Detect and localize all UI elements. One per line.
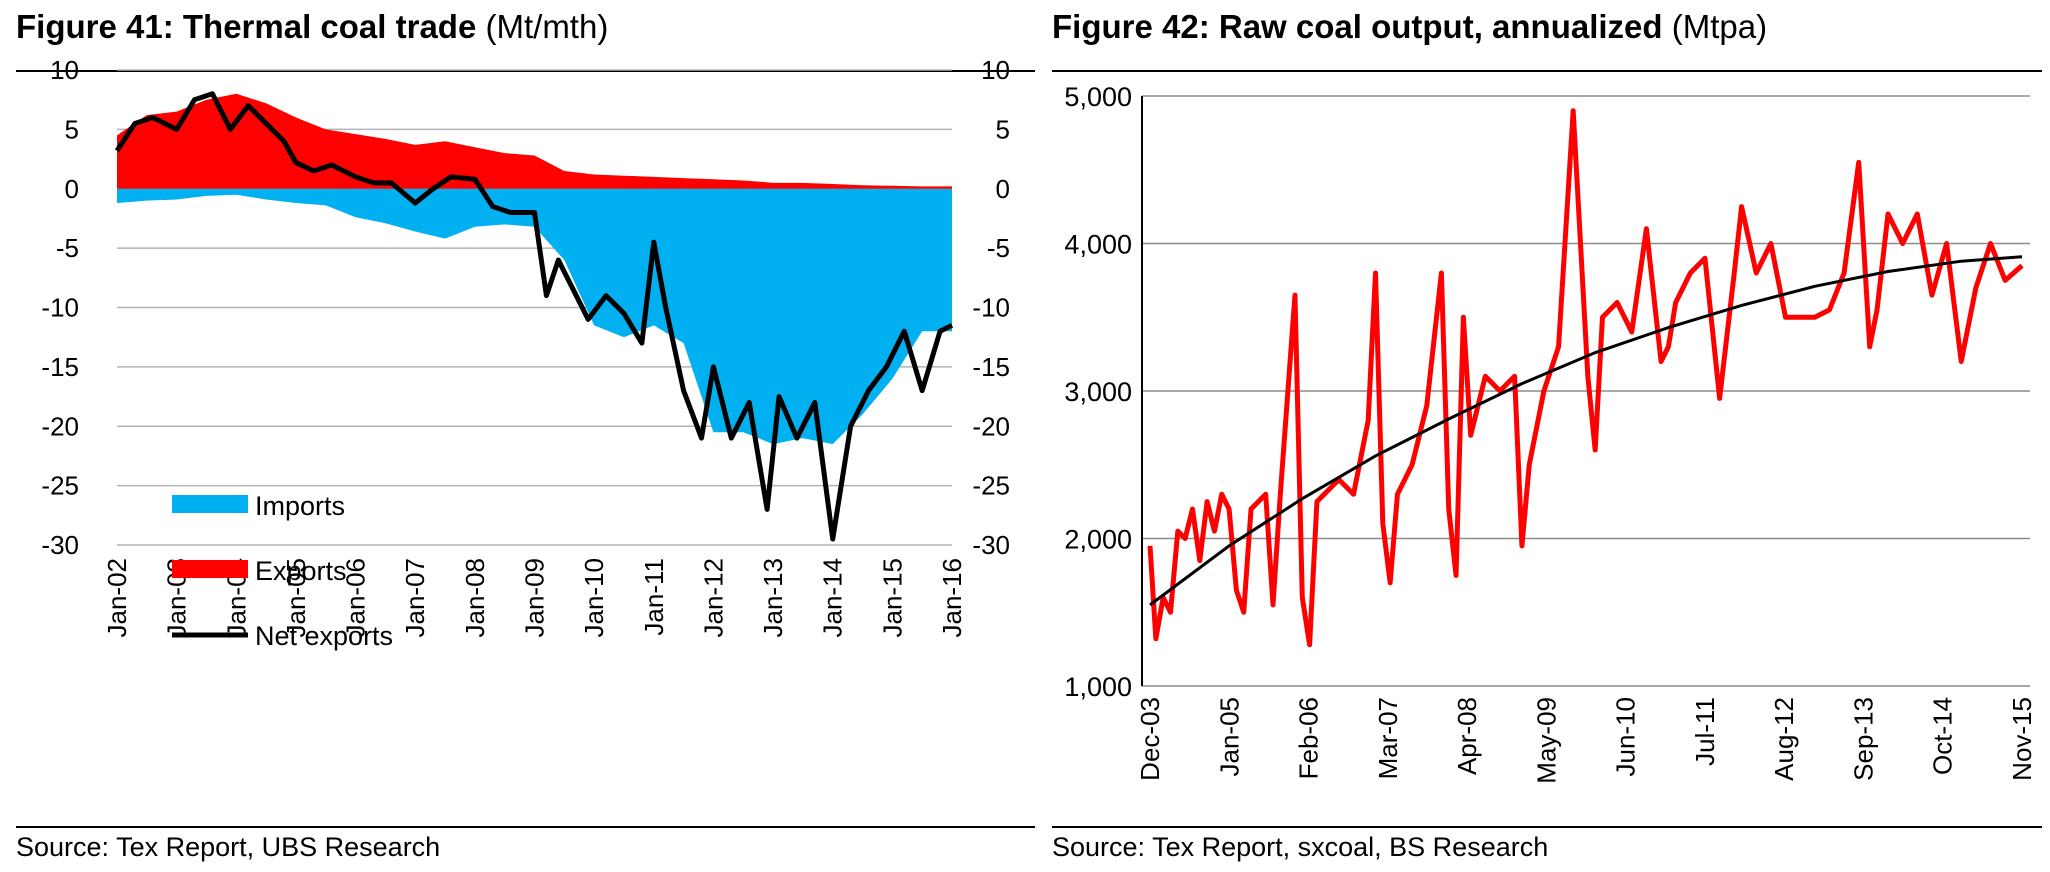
exports-area xyxy=(117,93,952,189)
figure-41-chart: 10 10 5 5 0 0 -5 -5 -10 -10 -15 -15 -20 -20 -25 -25 -30 -… xyxy=(41,55,1010,651)
figure-42-title-rule xyxy=(1052,70,2042,72)
y-tick-label-left: -20 xyxy=(41,411,79,441)
figure-42-bottom-rule xyxy=(1052,826,2042,828)
x-tick-label: Jan-02 xyxy=(102,558,132,638)
y-tick-label-right: -5 xyxy=(987,233,1010,263)
x-tick-label: Dec-03 xyxy=(1135,697,1165,781)
x-tick-label: Jan-06 xyxy=(341,558,371,638)
y-tick-label-left: 5 xyxy=(65,114,79,144)
x-tick-label: Jan-13 xyxy=(758,558,788,638)
y-tick-label: 2,000 xyxy=(1064,525,1132,555)
x-tick-label: Jan-10 xyxy=(579,558,609,638)
figure-42-label: Figure 42: xyxy=(1052,8,1210,45)
y-tick-label-right: -25 xyxy=(972,471,1010,501)
figure-42-title: Figure 42: Raw coal output, annualized (… xyxy=(1052,8,1767,46)
x-tick-label: Jan-09 xyxy=(520,558,550,638)
y-tick-label-left: -10 xyxy=(41,293,79,323)
x-tick-label: Sep-13 xyxy=(1848,697,1878,781)
y-tick-label: 3,000 xyxy=(1064,377,1132,407)
figure-41-source: Source: Tex Report, UBS Research xyxy=(16,832,441,862)
y-tick-label-left: -30 xyxy=(41,530,79,560)
y-tick-label-right: -20 xyxy=(972,411,1010,441)
x-tick-label: Apr-08 xyxy=(1452,697,1482,775)
x-tick-label: Jan-11 xyxy=(639,558,669,636)
raw-coal-output-line xyxy=(1147,108,2024,648)
y-tick-label-right: -30 xyxy=(972,530,1010,560)
y-tick-label: 4,000 xyxy=(1064,230,1132,260)
x-tick-label: Jul-11 xyxy=(1690,697,1720,766)
x-tick-label: Nov-15 xyxy=(2007,697,2037,781)
y-tick-label-right: -10 xyxy=(972,293,1010,323)
y-tick-label-right: 5 xyxy=(996,114,1010,144)
x-tick-label: Oct-14 xyxy=(1928,697,1958,775)
y-tick-label-right: 10 xyxy=(981,55,1010,85)
x-tick-label: Jan-07 xyxy=(400,558,430,638)
x-tick-label: Jan-14 xyxy=(818,558,848,638)
figure-41-title-rule xyxy=(16,70,1035,72)
x-tick-label: Jan-16 xyxy=(937,558,967,638)
legend-label: Exports xyxy=(255,556,347,586)
y-tick-label-left: 10 xyxy=(50,55,79,85)
figure-42-unit: (Mtpa) xyxy=(1671,8,1768,45)
figure-42-panel: Figure 42: Raw coal output, annualized (… xyxy=(1052,0,2050,872)
x-tick-label: Aug-12 xyxy=(1769,697,1799,781)
x-tick-label: Jan-12 xyxy=(698,558,728,638)
x-tick-label: Jun-10 xyxy=(1611,697,1641,777)
y-tick-label-left: -15 xyxy=(41,352,79,382)
legend-label: Net exports xyxy=(255,621,393,651)
figure-41-unit: (Mt/mth) xyxy=(485,8,609,45)
y-tick-label: 5,000 xyxy=(1064,82,1132,112)
y-tick-label-right: 0 xyxy=(996,174,1010,204)
y-tick-label-left: 0 xyxy=(65,174,79,204)
net-exports-line xyxy=(114,91,954,542)
y-tick-label-left: -5 xyxy=(56,233,79,263)
x-tick-label: Feb-06 xyxy=(1294,697,1324,779)
trend-line xyxy=(1149,255,2023,607)
figure-41-panel: Figure 41: Thermal coal trade (Mt/mth) 1… xyxy=(16,8,1035,862)
figure-41-title-text: Thermal coal trade xyxy=(182,8,477,45)
figure-41-title: Figure 41: Thermal coal trade (Mt/mth) xyxy=(16,8,608,46)
imports-area xyxy=(117,188,952,445)
x-tick-label: Jan-08 xyxy=(460,558,490,638)
y-tick-label-left: -25 xyxy=(41,471,79,501)
figure-42-source: Source: Tex Report, sxcoal, BS Research xyxy=(1052,832,1549,862)
x-tick-label: Jan-15 xyxy=(877,558,907,638)
figure-42-title-text: Raw coal output, annualized xyxy=(1218,8,1663,45)
x-tick-label: Mar-07 xyxy=(1373,697,1403,779)
y-tick-label-right: -15 xyxy=(972,352,1010,382)
figure-41-bottom-rule xyxy=(16,826,1035,828)
x-tick-label: Jan-05 xyxy=(281,558,311,638)
legend-label: Imports xyxy=(255,491,345,521)
figure-41-label: Figure 41: xyxy=(16,8,174,45)
x-tick-label: May-09 xyxy=(1531,697,1561,784)
legend-swatch xyxy=(172,560,248,578)
x-tick-label: Jan-05 xyxy=(1214,697,1244,777)
y-tick-label: 1,000 xyxy=(1064,672,1132,702)
legend-swatch xyxy=(172,495,248,513)
